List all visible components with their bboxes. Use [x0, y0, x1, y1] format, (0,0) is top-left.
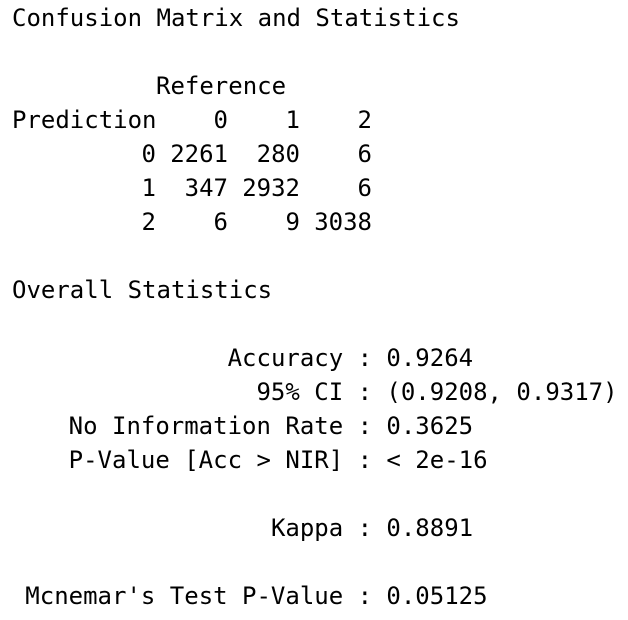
column-header: 0	[214, 106, 228, 134]
matrix-cell: 347	[185, 174, 228, 202]
title: Confusion Matrix and Statistics	[12, 4, 460, 32]
separator: :	[358, 378, 372, 406]
column-header: 1	[286, 106, 300, 134]
matrix-cell: 6	[214, 208, 228, 236]
matrix-cell: 2932	[242, 174, 300, 202]
stat-value: 0.8891	[386, 514, 473, 542]
matrix-cell: 9	[286, 208, 300, 236]
matrix-cell: 6	[358, 140, 372, 168]
reference-label: Reference	[156, 72, 286, 100]
stat-value: 0.3625	[386, 412, 473, 440]
stat-value: 0.9264	[386, 344, 473, 372]
separator: :	[358, 344, 372, 372]
row-label: 2	[142, 208, 156, 236]
separator: :	[358, 412, 372, 440]
stat-value: < 2e-16	[386, 446, 487, 474]
stat-label: Kappa	[271, 514, 343, 542]
row-label: 0	[142, 140, 156, 168]
stat-value: 0.05125	[386, 582, 487, 610]
stat-label: No Information Rate	[69, 412, 344, 440]
stat-value: (0.9208, 0.9317)	[386, 378, 617, 406]
row-label: 1	[142, 174, 156, 202]
section-title: Overall Statistics	[12, 276, 272, 304]
matrix-cell: 280	[257, 140, 300, 168]
separator: :	[358, 446, 372, 474]
prediction-label: Prediction	[12, 106, 157, 134]
matrix-cell: 6	[358, 174, 372, 202]
stat-label: Accuracy	[228, 344, 344, 372]
matrix-cell: 3038	[314, 208, 372, 236]
separator: :	[358, 582, 372, 610]
stat-label: Mcnemar's Test P-Value	[25, 582, 343, 610]
matrix-cell: 2261	[170, 140, 228, 168]
stat-label: 95% CI	[256, 378, 343, 406]
separator: :	[358, 514, 372, 542]
column-header: 2	[358, 106, 372, 134]
stat-label: P-Value [Acc > NIR]	[69, 446, 344, 474]
